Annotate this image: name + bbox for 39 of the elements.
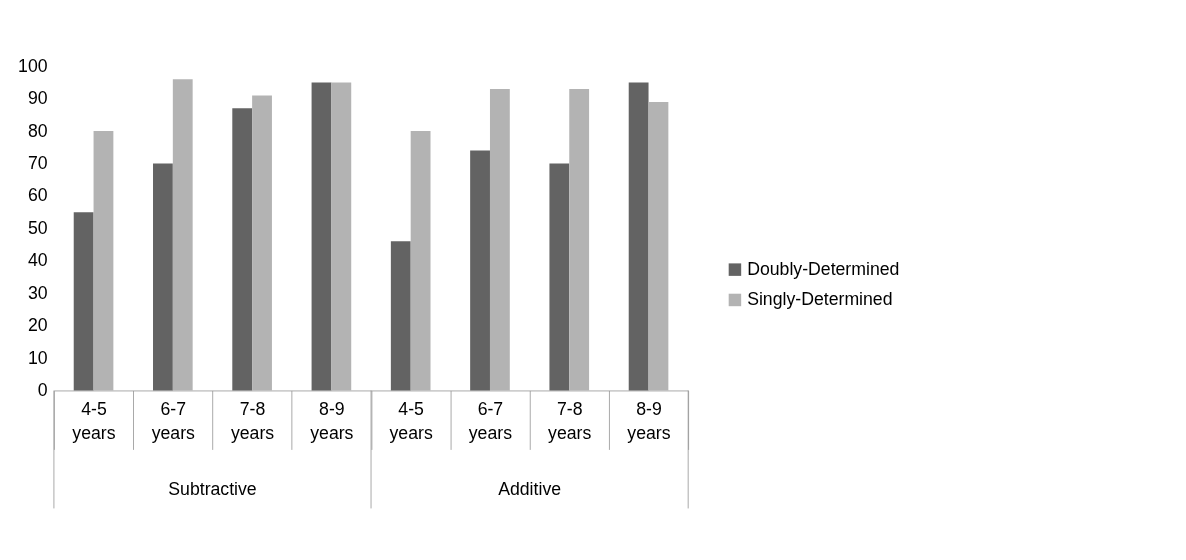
bar	[232, 108, 253, 391]
y-tick-label: 80	[27, 120, 48, 141]
bar	[331, 82, 352, 391]
bar	[648, 101, 669, 391]
bar	[311, 82, 332, 391]
text: Additive	[498, 478, 562, 499]
bar	[73, 212, 94, 391]
bar	[93, 131, 114, 391]
bar	[628, 82, 649, 391]
bar	[489, 88, 510, 391]
y-tick-label: 0	[37, 379, 48, 400]
y-tick-label: 50	[27, 217, 48, 238]
bar	[172, 79, 193, 391]
bar	[569, 88, 590, 391]
bar	[390, 241, 411, 391]
x-tick-label: 8-9 years	[310, 399, 354, 443]
y-tick-label: 90	[27, 88, 48, 109]
x-tick-label: 4-5 years	[72, 399, 116, 443]
bar	[410, 131, 431, 391]
x-tick-label: 6-7 years	[151, 399, 196, 443]
y-tick-label: 60	[27, 185, 48, 206]
y-tick-label: 70	[27, 152, 48, 173]
x-tick-label: 7-8 years	[230, 399, 275, 443]
bar	[252, 95, 272, 391]
y-tick-label: 20	[27, 315, 48, 336]
y-tick-label: 40	[27, 250, 48, 271]
bar	[470, 150, 490, 391]
y-tick-label: 30	[27, 282, 48, 303]
legend-label: Singly-Determined	[747, 289, 893, 310]
y-tick-label: 10	[27, 347, 48, 368]
x-tick-label: 6-7 years	[468, 399, 513, 443]
y-tick-label: 100	[18, 55, 48, 76]
legend-label: Doubly-Determined	[747, 258, 900, 279]
x-tick-label: 8-9 years	[627, 399, 671, 443]
bar	[153, 163, 173, 391]
x-tick-label: 7-8 years	[548, 399, 592, 443]
x-tick-label: 4-5 years	[389, 399, 433, 443]
text: Subtractive	[168, 478, 257, 499]
bar	[549, 163, 570, 391]
